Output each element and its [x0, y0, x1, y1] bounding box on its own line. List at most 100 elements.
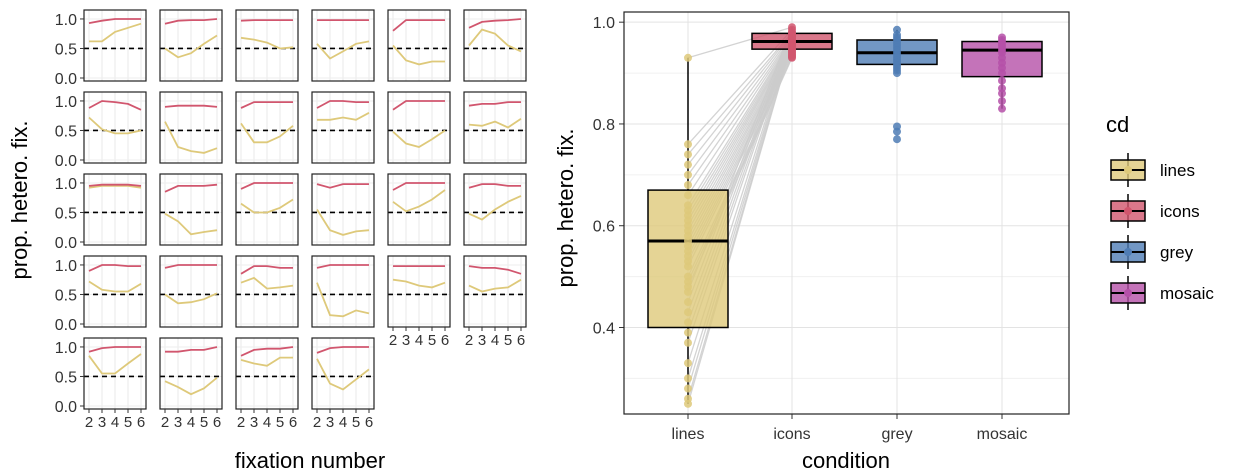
legend-title: cd [1106, 112, 1129, 137]
facet-border [83, 255, 147, 328]
facet-panel [83, 91, 147, 164]
legend-label: grey [1160, 243, 1194, 262]
facet-panel [159, 255, 223, 328]
data-point [684, 399, 692, 408]
data-point [684, 53, 692, 62]
facet-y-tick-label: 0.0 [55, 71, 77, 88]
box-icons [751, 23, 833, 62]
facet-panel [387, 9, 451, 82]
facet-y-tick-label: 1.0 [55, 340, 77, 357]
series-line-icons [88, 18, 141, 24]
series-line-lines [392, 129, 446, 148]
facet-border [387, 173, 451, 246]
data-point [998, 89, 1006, 98]
paired-line [687, 39, 793, 389]
data-point [998, 76, 1006, 85]
series-line-lines [88, 184, 142, 189]
legend-label: icons [1160, 202, 1200, 221]
legend-label: lines [1160, 161, 1195, 180]
facet-x-tick-label: 2 [313, 414, 321, 431]
facet-panel [387, 255, 451, 328]
facet-border [463, 173, 527, 246]
paired-line [687, 36, 793, 186]
data-point [893, 127, 901, 136]
series-line-lines [468, 117, 522, 129]
facet-ylabel: prop. hetero. fix. [7, 121, 32, 280]
facet-y-tick-label: 0.5 [55, 287, 77, 304]
facet-panel [387, 173, 451, 246]
facet-border [235, 9, 299, 82]
series-line-lines [316, 209, 370, 236]
facet-y-tick-label: 0.5 [55, 205, 77, 222]
legend-item-icons: icons [1110, 194, 1200, 228]
facet-panel [311, 9, 375, 82]
paired-line [687, 31, 793, 155]
series-line-lines [88, 280, 142, 293]
series-line-icons [240, 101, 293, 109]
boxplot-axis-labels: condition prop. hetero. fix. [553, 129, 890, 473]
facet-y-tick-label: 0.5 [55, 369, 77, 386]
data-point [684, 150, 692, 159]
facet-x-tick-label: 4 [339, 414, 347, 431]
facet-x-tick-label: 6 [517, 332, 525, 349]
facet-panel [463, 173, 527, 246]
facet-panel [387, 91, 451, 164]
facet-panel [159, 91, 223, 164]
series-line-icons [316, 346, 369, 354]
facet-border [311, 255, 375, 328]
facet-x-tick-label: 6 [365, 414, 373, 431]
paired-line [687, 34, 793, 176]
series-line-lines [240, 356, 293, 367]
data-point [998, 97, 1006, 106]
facet-x-tick-label: 4 [491, 332, 499, 349]
facet-border [463, 9, 527, 82]
data-point [684, 328, 692, 337]
facet-y-tick-label: 0.0 [55, 235, 77, 252]
facet-border [159, 9, 223, 82]
boxplot-chart: 0.4 0.6 0.8 1.0 lines icons grey mosaic [593, 11, 1070, 443]
series-line-lines [240, 276, 294, 290]
series-line-lines [392, 44, 445, 66]
data-point [684, 374, 692, 383]
data-point [998, 104, 1006, 113]
box-grey [856, 25, 938, 144]
series-line-lines [468, 195, 522, 221]
facet-x-tick-label: 2 [161, 414, 169, 431]
box-lines [647, 53, 729, 408]
data-point [788, 53, 796, 62]
y-tick-label: 0.4 [593, 320, 615, 337]
facet-x-tick-label: 5 [276, 414, 284, 431]
facet-x-tick-label: 5 [428, 332, 436, 349]
series-line-icons [164, 183, 218, 193]
facet-border [159, 91, 223, 164]
facet-x-tick-label: 4 [111, 414, 119, 431]
series-line-icons [88, 183, 142, 187]
legend-label: mosaic [1160, 284, 1214, 303]
facet-x-tick-label: 6 [289, 414, 297, 431]
x-tick-label: lines [672, 426, 705, 443]
facet-x-tick-label: 5 [200, 414, 208, 431]
boxplot-xlabel: condition [802, 448, 890, 473]
facet-panel [159, 9, 223, 82]
series-line-lines [316, 40, 370, 60]
data-point [684, 308, 692, 317]
paired-line [687, 37, 793, 196]
facet-border [387, 91, 451, 164]
facet-panel [83, 173, 147, 246]
facet-x-tick-label: 6 [213, 414, 221, 431]
series-line-icons [164, 18, 218, 25]
facet-x-tick-label: 5 [124, 414, 132, 431]
series-line-lines [164, 212, 218, 236]
series-line-lines [316, 358, 370, 391]
x-tick-label: mosaic [977, 426, 1028, 443]
series-line-lines [317, 112, 370, 121]
facet-x-tick-label: 2 [237, 414, 245, 431]
legend: cd lines icons grey mosaic [1106, 112, 1214, 310]
series-line-icons [88, 346, 141, 353]
boxplot-ylabel: prop. hetero. fix. [553, 129, 578, 288]
series-line-icons [88, 264, 141, 272]
facet-x-tick-label: 4 [263, 414, 271, 431]
data-point [684, 318, 692, 327]
facet-panel [159, 173, 223, 246]
legend-item-mosaic: mosaic [1110, 276, 1214, 310]
